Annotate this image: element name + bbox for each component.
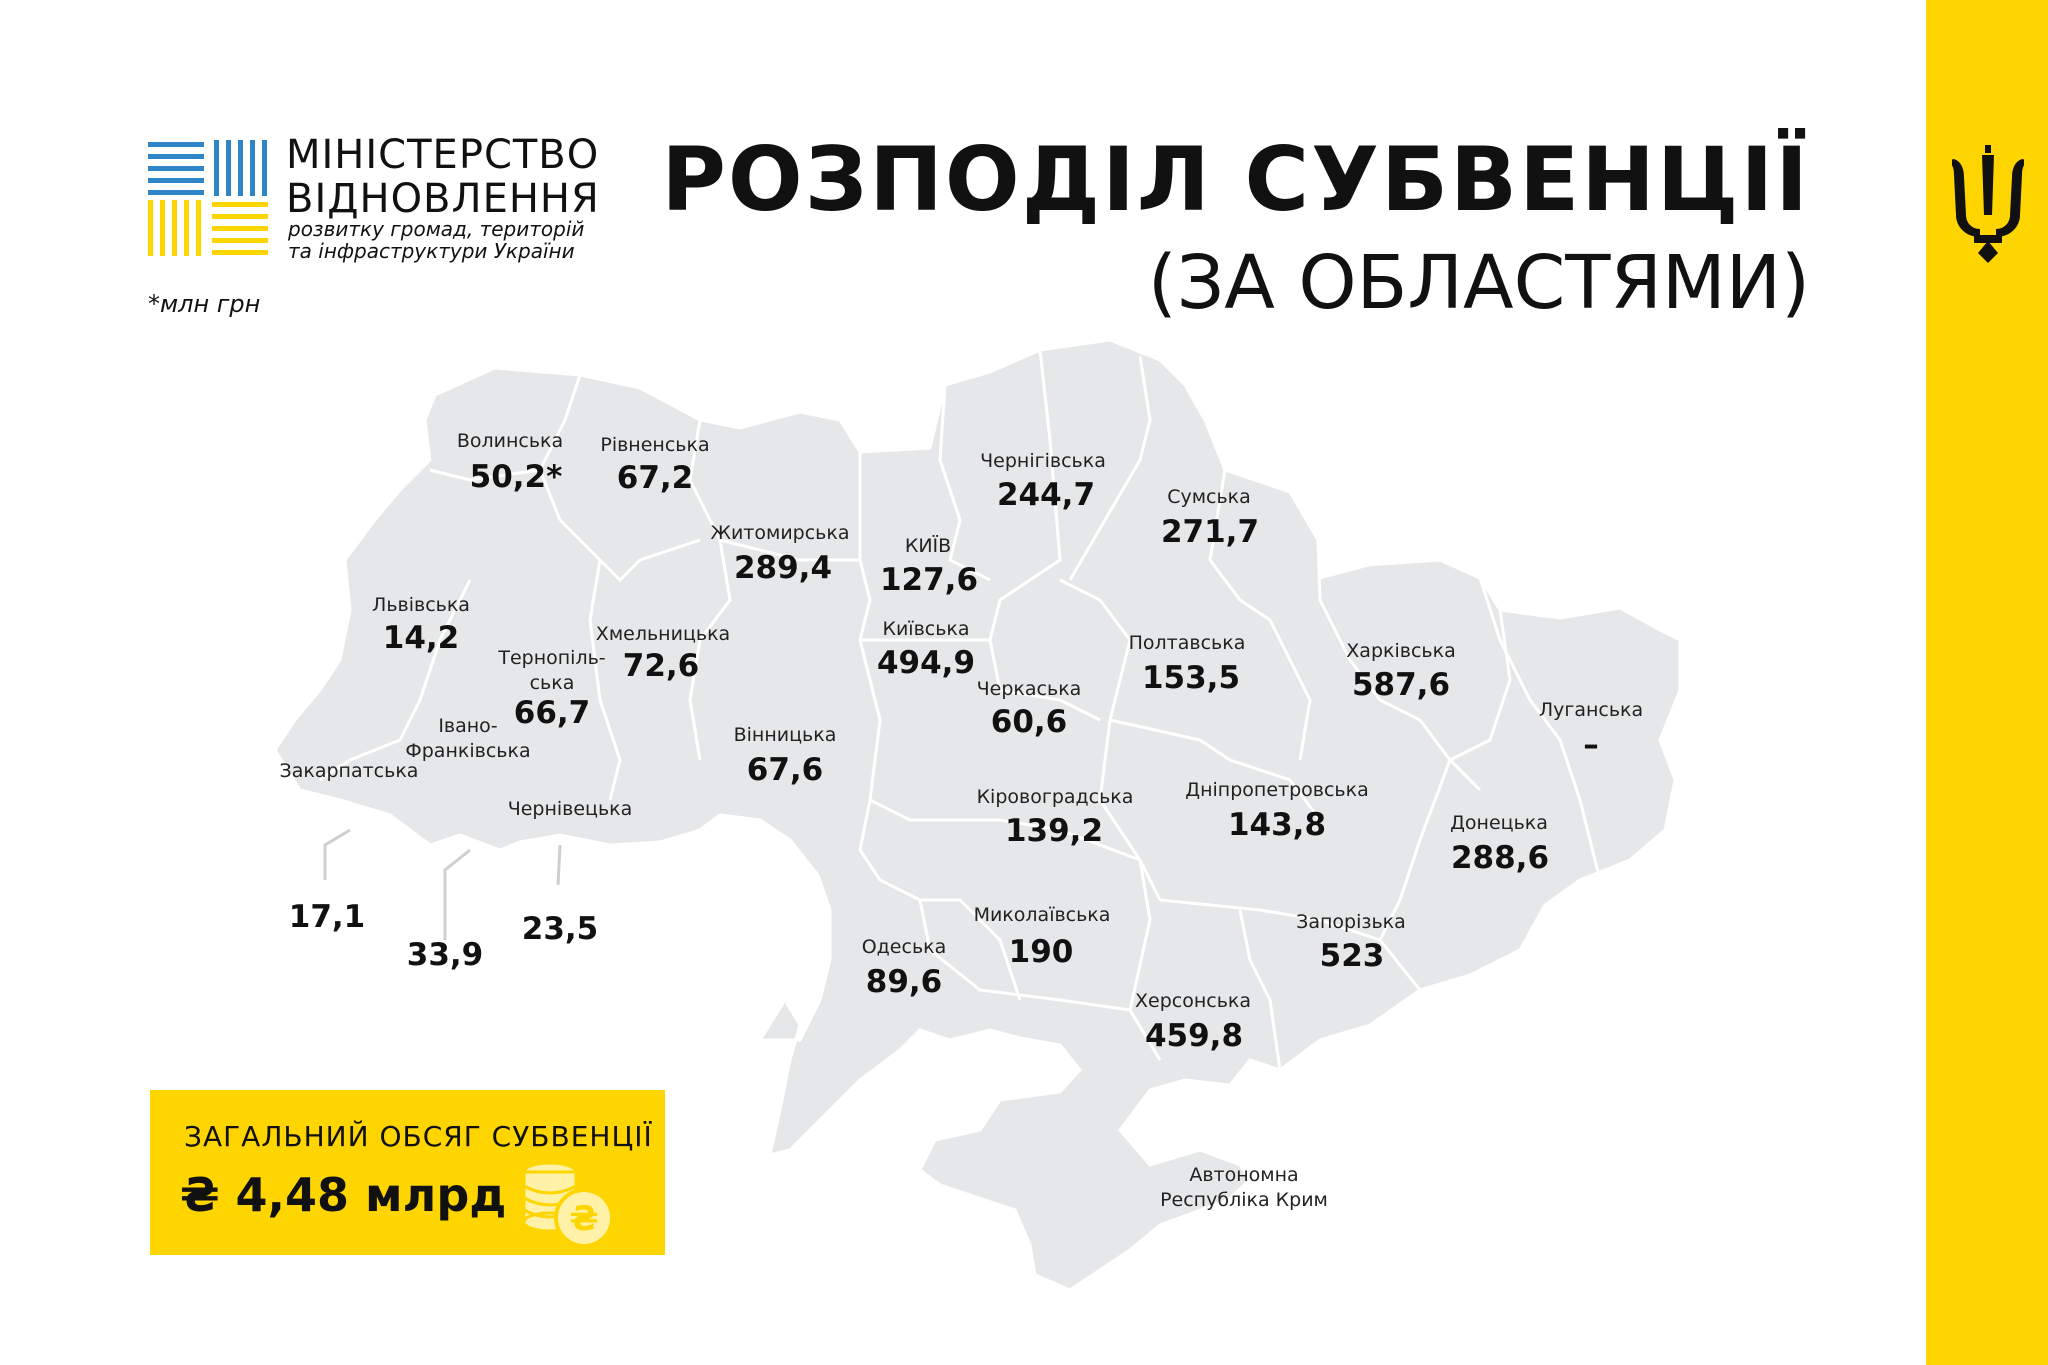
region-value: 153,5 bbox=[1142, 660, 1240, 696]
region-name: Вінницька bbox=[734, 724, 837, 746]
yellow-side-band bbox=[1926, 0, 2048, 1365]
region-value: 50,2* bbox=[470, 459, 563, 495]
region-name: Автономна bbox=[1189, 1164, 1298, 1186]
total-label: ЗАГАЛЬНИЙ ОБСЯГ СУБВЕНЦІЇ bbox=[184, 1120, 653, 1153]
region-value: 14,2 bbox=[383, 620, 460, 656]
region-value: 66,7 bbox=[514, 695, 591, 731]
region-name-line2: Республіка Крим bbox=[1160, 1189, 1328, 1211]
region-name-line2: Франківська bbox=[405, 740, 530, 762]
region-name-line2: ська bbox=[530, 672, 575, 694]
region-name: Кіровоградська bbox=[977, 786, 1134, 808]
page-title: РОЗПОДІЛ СУБВЕНЦІЇ bbox=[661, 128, 1810, 231]
ministry-line1: МІНІСТЕРСТВО bbox=[286, 132, 600, 178]
region-value: 289,4 bbox=[734, 550, 832, 586]
region-name: КИЇВ bbox=[905, 534, 951, 557]
region-name: Херсонська bbox=[1135, 990, 1251, 1012]
region-value: 143,8 bbox=[1228, 807, 1326, 843]
region-name: Сумська bbox=[1167, 486, 1251, 508]
region-value: 17,1 bbox=[289, 899, 366, 935]
region-name: Закарпатська bbox=[280, 760, 419, 782]
region-value: 190 bbox=[1009, 934, 1074, 970]
ministry-line4: та інфраструктури України bbox=[288, 239, 575, 263]
region-name: Чернігівська bbox=[980, 450, 1106, 472]
region-value: 587,6 bbox=[1352, 667, 1450, 703]
region-name: Запорізька bbox=[1296, 911, 1406, 933]
region-value: 139,2 bbox=[1005, 813, 1103, 849]
region-labels: Волинська 50,2* Рівненська 67,2 Житомирс… bbox=[280, 430, 1644, 1211]
region-value: 288,6 bbox=[1451, 840, 1549, 876]
region-name: Хмельницька bbox=[596, 623, 730, 645]
ministry-line2: ВІДНОВЛЕННЯ bbox=[286, 176, 600, 222]
region-name: Луганська bbox=[1539, 699, 1643, 721]
region-name: Одеська bbox=[862, 936, 947, 958]
region-value: 33,9 bbox=[407, 937, 484, 973]
region-value: 23,5 bbox=[522, 911, 599, 947]
region-name: Київська bbox=[882, 618, 969, 640]
region-name: Рівненська bbox=[600, 434, 709, 456]
ministry-logo-icon bbox=[148, 140, 268, 256]
region-name: Чернівецька bbox=[508, 798, 633, 820]
trident-icon bbox=[1952, 145, 2024, 263]
region-name: Львівська bbox=[372, 594, 470, 616]
region-value: 67,2 bbox=[617, 460, 694, 496]
region-name: Волинська bbox=[457, 430, 563, 452]
region-name: Полтавська bbox=[1129, 632, 1246, 654]
region-value: 244,7 bbox=[997, 477, 1095, 513]
map-silhouette bbox=[273, 338, 1682, 1292]
region-value: 67,6 bbox=[747, 752, 824, 788]
page-subtitle: (ЗА ОБЛАСТЯМИ) bbox=[1147, 240, 1810, 326]
region-name: Житомирська bbox=[710, 522, 849, 544]
ministry-name: МІНІСТЕРСТВО ВІДНОВЛЕННЯ bbox=[286, 133, 600, 221]
region-value: 271,7 bbox=[1161, 514, 1259, 550]
ministry-subname: розвитку громад, територій та інфраструк… bbox=[288, 218, 584, 262]
region-name: Дніпропетровська bbox=[1185, 779, 1368, 801]
total-value: ₴ 4,48 млрд bbox=[180, 1168, 507, 1222]
region-name: Донецька bbox=[1450, 812, 1548, 834]
region-value: 494,9 bbox=[877, 645, 975, 681]
region-name: Тернопіль- bbox=[497, 647, 605, 669]
region-value: 459,8 bbox=[1145, 1018, 1243, 1054]
region-name: Черкаська bbox=[977, 678, 1082, 700]
total-box: ЗАГАЛЬНИЙ ОБСЯГ СУБВЕНЦІЇ ₴ 4,48 млрд ₴ bbox=[150, 1090, 665, 1255]
region-value: – bbox=[1583, 727, 1599, 763]
svg-text:₴: ₴ bbox=[569, 1199, 598, 1239]
region-borders bbox=[319, 349, 1602, 1071]
region-value: 89,6 bbox=[866, 964, 943, 1000]
region-value: 127,6 bbox=[880, 562, 978, 598]
region-name: Харківська bbox=[1346, 640, 1455, 662]
region-value: 60,6 bbox=[991, 704, 1068, 740]
region-value: 523 bbox=[1320, 938, 1385, 974]
unit-note: *млн грн bbox=[148, 290, 261, 318]
coins-icon: ₴ bbox=[522, 1161, 614, 1248]
region-name: Миколаївська bbox=[974, 904, 1111, 926]
region-value: 72,6 bbox=[623, 648, 700, 684]
ministry-line3: розвитку громад, територій bbox=[288, 217, 585, 241]
region-name: Івано- bbox=[438, 715, 497, 737]
leader-lines bbox=[323, 828, 562, 940]
